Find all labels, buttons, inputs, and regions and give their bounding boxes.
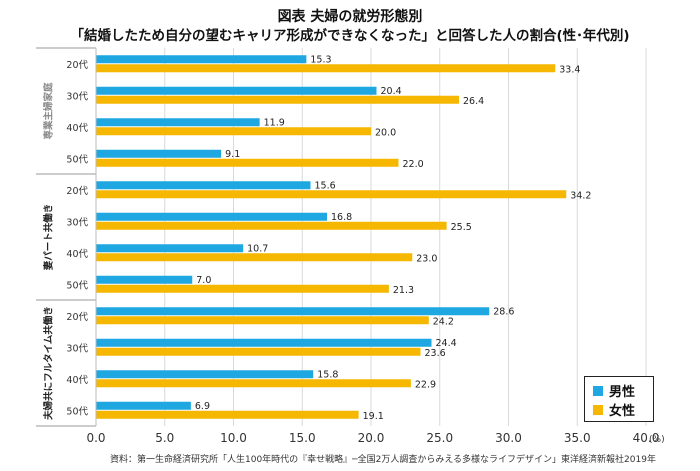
bar-female [96,95,459,104]
x-tick-label: 0.0 [86,431,105,445]
x-axis-unit: (%) [649,435,665,445]
category-label: 40代 [66,375,88,386]
bar-male [96,118,260,127]
bar-male [96,307,490,316]
source-note: 資料：第一生命経済研究所「人生100年時代の『幸せ戦略』─全国2万人調査からみえ… [110,455,656,465]
group-label: 専業主婦家庭 [43,82,55,140]
bar-female [96,347,421,356]
bar-female [96,410,359,419]
legend-swatch-female [593,404,603,415]
bar-female [96,190,567,199]
bar-male [96,244,244,253]
bar-male [96,86,377,95]
data-label-male: 24.4 [436,338,457,349]
category-label: 20代 [66,312,88,323]
data-label-female: 24.2 [433,316,454,327]
bar-male [96,370,314,379]
category-label: 50代 [66,280,88,291]
category-label: 30代 [66,91,88,102]
category-label: 40代 [66,123,88,134]
data-label-male: 16.8 [331,212,352,223]
chart-title-line2: 「結婚したため自分の望むキャリア形成ができなくなった」と回答した人の割合(性･年… [70,28,630,44]
bar-female [96,379,411,388]
category-label: 50代 [66,154,88,165]
data-label-female: 21.3 [393,285,414,296]
bar-female [96,253,413,262]
legend-item-female: 女性 [593,400,653,419]
x-tick-label: 20.0 [358,431,385,445]
data-label-male: 15.6 [315,180,336,191]
category-label: 30代 [66,217,88,228]
bar-female [96,284,389,293]
legend-label-female: 女性 [609,404,636,419]
x-tick-label: 10.0 [220,431,247,445]
bar-female [96,64,556,73]
bar-male [96,338,432,347]
bar-male [96,55,307,64]
data-label-male: 7.0 [196,275,211,286]
data-label-female: 23.6 [425,348,446,359]
data-label-male: 15.3 [310,54,331,65]
group-label: 妻パート共働き [43,204,55,271]
data-label-female: 20.0 [375,127,396,138]
data-label-female: 34.2 [570,190,591,201]
legend-label-male: 男性 [609,385,636,400]
data-label-male: 11.9 [264,117,285,128]
category-label: 20代 [66,60,88,71]
bar-male [96,275,193,284]
data-label-female: 23.0 [416,253,437,264]
category-label: 40代 [66,249,88,260]
data-label-male: 20.4 [381,86,402,97]
data-label-female: 25.5 [451,222,472,233]
bar-male [96,181,311,190]
data-label-male: 6.9 [195,401,210,412]
data-label-female: 19.1 [363,411,384,422]
data-label-female: 33.4 [559,64,580,75]
x-tick-label: 30.0 [495,431,522,445]
bar-male [96,212,327,221]
data-label-male: 10.7 [247,243,268,254]
chart-title-line1: 図表 夫婦の就労形態別 [277,9,423,25]
x-tick-label: 25.0 [426,431,453,445]
legend-swatch-male [593,385,603,396]
bar-female [96,221,447,230]
legend-item-male: 男性 [593,381,653,400]
data-label-male: 28.6 [493,306,514,317]
category-label: 20代 [66,186,88,197]
x-tick-label: 35.0 [564,431,591,445]
chart-legend: 男性 女性 [584,376,654,422]
data-label-male: 9.1 [225,149,240,160]
x-tick-label: 40.0 [633,431,660,445]
bar-male [96,149,222,158]
group-label: 夫婦共にフルタイム共働き [43,306,55,421]
data-label-female: 22.0 [403,159,424,170]
bar-female [96,127,371,136]
x-tick-label: 5.0 [155,431,174,445]
bar-female [96,316,429,325]
bar-female [96,158,399,167]
data-label-female: 22.9 [415,379,436,390]
data-label-female: 26.4 [463,96,484,107]
category-label: 50代 [66,406,88,417]
bar-male [96,401,191,410]
x-tick-label: 15.0 [289,431,316,445]
data-label-male: 15.8 [317,369,338,380]
category-label: 30代 [66,343,88,354]
